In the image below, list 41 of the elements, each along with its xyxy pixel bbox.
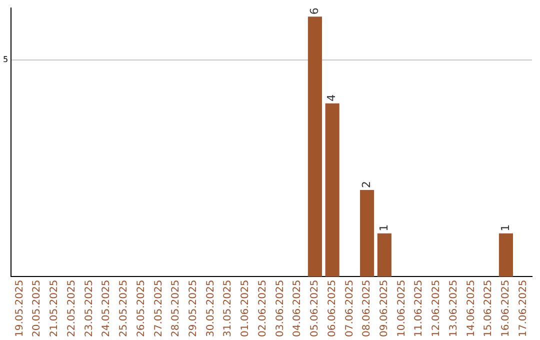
x-tick-label: 10.06.2025: [396, 280, 408, 338]
x-tick-label: 11.06.2025: [414, 280, 425, 338]
x-tick-label: 25.05.2025: [118, 280, 130, 338]
data-label: 1: [377, 224, 390, 232]
x-tick-label: 27.05.2025: [153, 280, 164, 338]
data-label: 1: [498, 224, 512, 232]
x-tick-label: 19.05.2025: [14, 280, 26, 338]
x-tick-label: 13.06.2025: [448, 280, 460, 338]
bar: [360, 190, 374, 277]
data-label: 6: [308, 8, 321, 15]
x-tick-label: 22.05.2025: [66, 280, 78, 338]
x-tick-label: 21.05.2025: [49, 280, 60, 338]
bar: [308, 16, 322, 277]
data-label: 2: [360, 181, 373, 188]
x-tick-label: 31.05.2025: [222, 280, 234, 338]
bar: [498, 233, 513, 277]
x-tick-label: 06.06.2025: [326, 280, 338, 338]
x-tick-label: 08.06.2025: [362, 280, 373, 338]
x-tick-label: 09.06.2025: [379, 280, 390, 338]
y-tick-label: 5: [2, 55, 8, 64]
data-label: 4: [325, 94, 338, 102]
x-tick-label: 20.05.2025: [32, 280, 43, 338]
x-tick-label: 23.05.2025: [84, 280, 95, 338]
bar: [325, 103, 340, 277]
bar: [377, 233, 392, 277]
x-tick-label: 03.06.2025: [274, 280, 286, 338]
x-tick-label: 26.05.2025: [136, 280, 147, 338]
x-tick-label: 07.06.2025: [344, 280, 356, 338]
x-tick-label: 05.06.2025: [310, 280, 321, 338]
x-tick-label: 02.06.2025: [257, 280, 268, 338]
x-tick-label: 16.06.2025: [500, 280, 512, 338]
x-tick-label: 28.05.2025: [170, 280, 182, 338]
x-tick-label: 30.05.2025: [205, 280, 216, 338]
x-tick-label: 17.06.2025: [518, 280, 529, 338]
x-tick-label: 01.06.2025: [240, 280, 252, 338]
x-tick-label: 29.05.2025: [188, 280, 199, 338]
x-tick-label: 14.06.2025: [466, 280, 477, 338]
x-tick-label: 12.06.2025: [431, 280, 442, 338]
x-tick-label: 15.06.2025: [483, 280, 494, 338]
x-tick-label: 24.05.2025: [101, 280, 112, 338]
x-tick-label: 04.06.2025: [292, 280, 304, 338]
